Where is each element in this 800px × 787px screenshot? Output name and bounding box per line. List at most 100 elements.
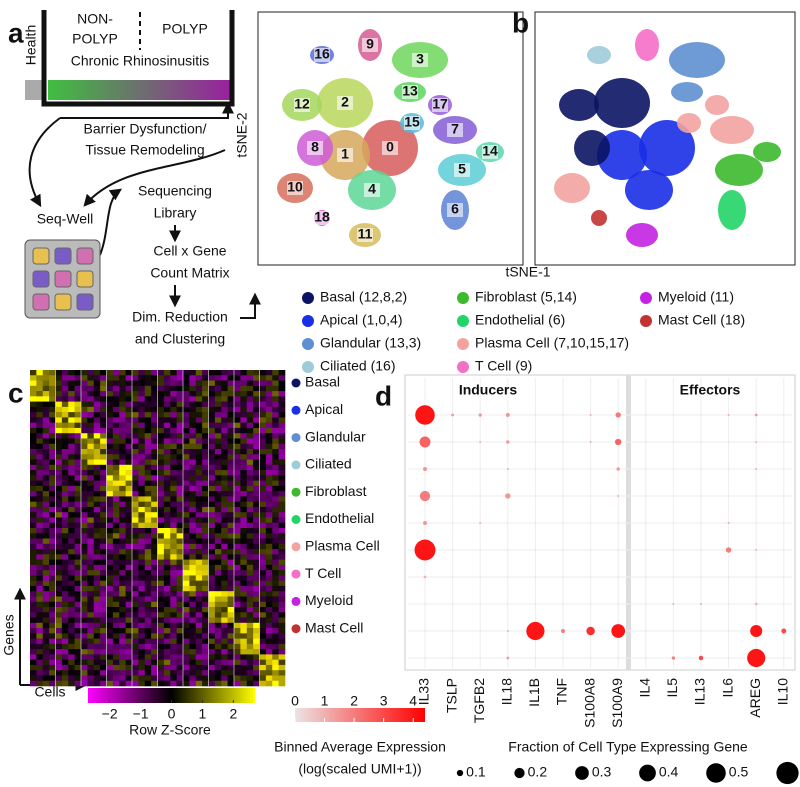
heat-cell [234,580,241,587]
heat-cell [132,517,139,524]
heat-cell [170,480,177,487]
heat-cell [112,491,120,497]
heat-cell [176,375,184,381]
heat-cell [61,480,69,487]
heat-cell [157,438,165,445]
heat-cell [61,596,69,603]
heat-cell [265,470,273,476]
heat-cell [132,522,139,529]
heat-cell [30,506,37,513]
cluster-tag-bg [307,141,323,155]
heat-cell [272,480,279,487]
dot [534,657,537,659]
heat-cell [240,638,248,645]
heat-cell [106,480,114,487]
heat-cell [240,649,248,655]
heat-cell [61,422,69,429]
heat-cell [272,491,279,497]
heat-cell [170,664,177,671]
dot [645,576,647,578]
heat-cell [151,570,158,576]
heat-cell [74,522,82,529]
heat-cell [144,375,152,381]
heat-cell [265,638,273,645]
legend-swatch [302,315,314,327]
dot [589,468,592,470]
heat-cell [87,375,95,381]
heat-cell [125,591,133,597]
heat-cell [55,638,63,645]
heat-cell [170,654,177,660]
heat-cell [246,680,254,687]
heat-cell [227,664,235,671]
heat-cell [106,528,114,534]
heat-cell [246,433,254,439]
heat-cell [144,585,152,592]
heat-cell [61,633,69,639]
heat-cell [125,601,133,608]
heat-cell [157,454,165,460]
heat-cell [163,664,171,671]
heat-cell [253,433,260,439]
heat-cell [68,670,75,676]
legend-swatch [640,292,652,304]
heat-cell [42,438,50,445]
heat-cell [176,528,184,534]
dot [698,655,704,661]
heat-cell [93,501,101,508]
well [76,293,94,311]
heat-cell [138,433,146,439]
heat-cell [202,470,209,476]
heat-cell [87,533,95,539]
heat-cell [132,454,139,460]
heat-cell [189,591,197,597]
heat-cell [100,417,107,423]
heat-cell [61,443,69,450]
heat-cell [81,670,88,676]
heat-cell [112,406,120,413]
heat-cell [81,628,88,634]
heat-cell [49,512,56,518]
heat-cell [93,643,101,650]
heat-cell [183,580,190,587]
heat-cell [221,654,228,660]
cluster-label: 2 [341,94,349,110]
heat-cell [170,485,177,492]
heat-cell [202,396,209,402]
heat-cell [246,533,254,539]
dot [534,603,537,605]
heat-cell [106,617,114,624]
heat-cell [208,512,216,518]
row-swatch [291,405,301,415]
celltype-blob [718,190,746,230]
heat-cell [195,601,203,608]
heat-cell [227,580,235,587]
heat-cell [240,506,248,513]
dot [645,495,647,497]
heat-cell [119,564,126,571]
heat-cell [30,612,37,618]
heat-cell [163,401,171,408]
heat-cell [227,512,235,518]
heat-cell [81,554,88,560]
heat-cell [125,680,133,687]
heat-cell [157,380,165,387]
heat-cell [195,575,203,581]
heat-cell [93,522,101,529]
heat-cell [49,427,56,434]
heat-cell [49,438,56,445]
heat-cell [49,538,56,545]
heat-cell [119,654,126,660]
heat-cell [234,449,241,455]
gene-label: IL5 [664,678,680,698]
tsne-frame-b [534,11,796,266]
heat-cell [265,427,273,434]
heat-cell [214,607,222,613]
heat-cell [234,664,241,671]
dot [700,630,702,632]
heat-cell [112,622,120,629]
heat-cell [138,401,146,408]
heat-cell [163,591,171,597]
heat-cell [93,633,101,639]
heat-cell [176,601,184,608]
